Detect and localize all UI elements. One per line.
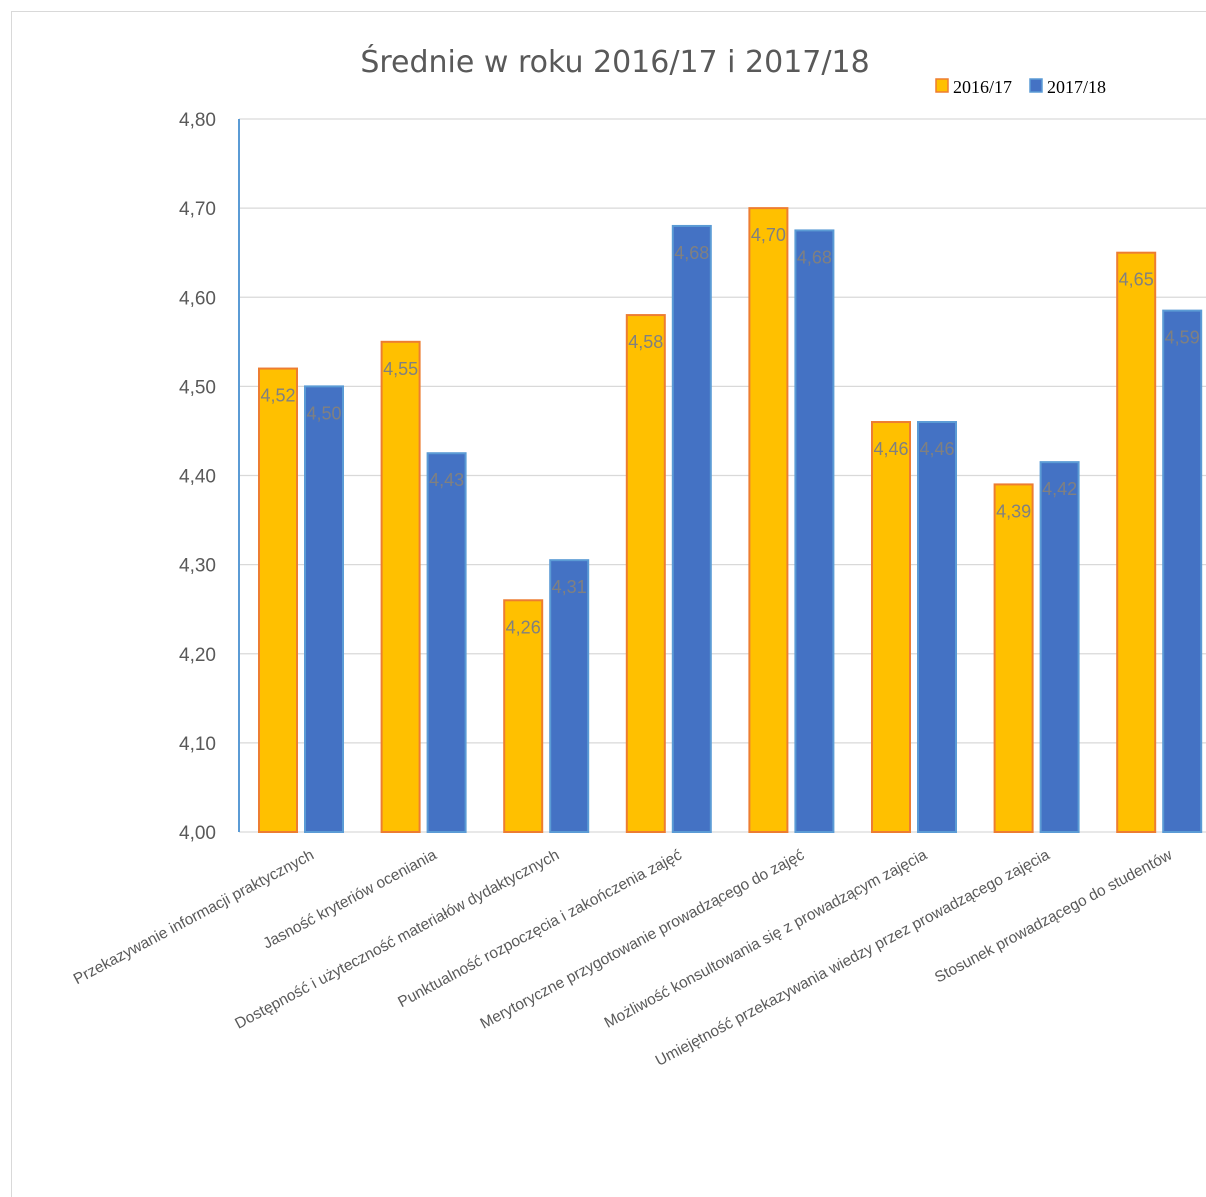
bar bbox=[380, 340, 421, 833]
y-axis: 4,00 4,10 4,20 4,30 4,40 4,50 4,60 4,70 4,80 bbox=[179, 110, 240, 844]
bar bbox=[993, 483, 1034, 833]
y-tick-label: 4,60 bbox=[179, 288, 216, 309]
legend-swatch bbox=[935, 78, 949, 93]
data-label: 4,39 bbox=[996, 501, 1031, 521]
data-label: 4,58 bbox=[628, 332, 663, 352]
data-label: 4,42 bbox=[1042, 479, 1077, 499]
bar bbox=[1162, 309, 1203, 833]
bar bbox=[671, 224, 712, 833]
data-label: 4,46 bbox=[873, 439, 908, 459]
data-label: 4,43 bbox=[429, 470, 464, 490]
y-tick-label: 4,40 bbox=[179, 467, 216, 488]
data-label: 4,59 bbox=[1165, 328, 1200, 348]
legend-swatch bbox=[1029, 78, 1043, 93]
data-label: 4,31 bbox=[552, 577, 587, 597]
data-label: 4,68 bbox=[797, 247, 832, 267]
data-label: 4,70 bbox=[751, 225, 786, 245]
data-labels: 4,52 4,50 4,55 4,43 4,26 4,31 4,58 4,68 4,70 4,68… bbox=[260, 225, 1199, 637]
y-tick-label: 4,30 bbox=[179, 556, 216, 577]
bar bbox=[794, 229, 835, 833]
legend-label: 2016/17 bbox=[953, 77, 1012, 97]
bar bbox=[625, 314, 666, 833]
legend: 2016/17 2017/18 bbox=[935, 75, 1145, 97]
y-tick-label: 4,70 bbox=[179, 199, 216, 220]
x-axis-labels: Przekazywanie informacji praktycznychJas… bbox=[71, 846, 1176, 1070]
bar bbox=[549, 559, 590, 833]
data-label: 4,46 bbox=[919, 439, 954, 459]
bar bbox=[871, 421, 911, 833]
data-label: 4,50 bbox=[306, 403, 341, 423]
data-label: 4,68 bbox=[674, 243, 709, 263]
x-tick-label: Przekazywanie informacji praktycznych bbox=[71, 847, 317, 989]
y-tick-label: 4,20 bbox=[179, 645, 216, 666]
data-label: 4,55 bbox=[383, 359, 418, 379]
bar bbox=[1039, 461, 1080, 833]
bar bbox=[748, 207, 789, 833]
data-label: 4,26 bbox=[506, 617, 541, 637]
bar bbox=[917, 421, 957, 833]
chart-title: Średnie w roku 2016/17 i 2017/18 bbox=[360, 43, 869, 80]
chart-frame bbox=[11, 11, 1206, 1197]
bars bbox=[258, 207, 1203, 834]
y-tick-label: 4,50 bbox=[179, 377, 216, 398]
bar bbox=[1116, 251, 1157, 833]
x-tick-label: Stosunek prowadzącego do studentów bbox=[932, 846, 1176, 986]
legend-label: 2017/18 bbox=[1047, 77, 1106, 97]
data-label: 4,52 bbox=[260, 386, 295, 406]
bar bbox=[304, 385, 344, 833]
y-tick-label: 4,10 bbox=[179, 734, 216, 755]
y-tick-label: 4,00 bbox=[179, 823, 216, 844]
bar bbox=[503, 599, 544, 834]
bar bbox=[258, 367, 298, 833]
data-label: 4,65 bbox=[1119, 270, 1154, 290]
y-tick-label: 4,80 bbox=[179, 110, 216, 131]
bar bbox=[426, 452, 467, 833]
